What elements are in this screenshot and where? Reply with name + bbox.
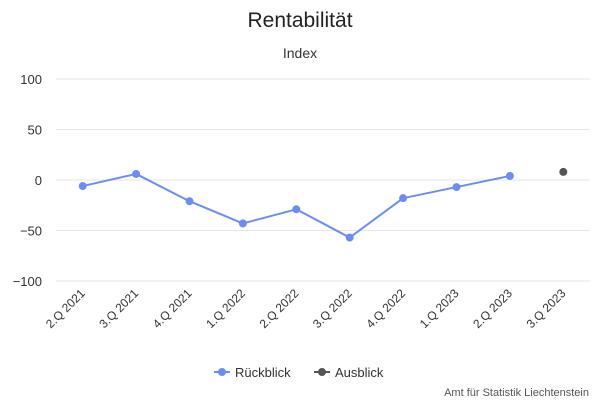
x-tick-label: 3.Q 2023: [524, 286, 569, 331]
x-tick-label: 3.Q 2021: [96, 286, 141, 331]
data-point[interactable]: [345, 233, 354, 242]
series-layer: [78, 167, 568, 242]
series-1: [559, 167, 568, 176]
x-tick-label: 2.Q 2021: [43, 286, 88, 331]
chart-subtitle: Index: [283, 45, 317, 61]
y-tick-label: −50: [20, 224, 42, 239]
chart-title: Rentabilität: [247, 9, 352, 32]
x-tick-label: 1.Q 2022: [203, 286, 248, 331]
x-axis-ticks: 2.Q 2021 3.Q 2021 4.Q 2021 1.Q 2022 2.Q 2022…: [43, 286, 569, 331]
legend-label: Rückblick: [235, 365, 291, 380]
y-axis-ticks: 100 50 0 −50 −100: [13, 72, 42, 289]
data-point[interactable]: [399, 194, 408, 203]
x-tick-label: 2.Q 2023: [470, 286, 515, 331]
data-point[interactable]: [238, 219, 247, 228]
y-tick-label: 100: [20, 72, 42, 87]
gridlines: [56, 78, 590, 282]
data-point[interactable]: [78, 182, 87, 191]
legend: Rückblick Ausblick: [214, 365, 384, 380]
y-tick-label: −100: [13, 274, 42, 289]
y-tick-label: 0: [35, 173, 42, 188]
x-tick-label: 4.Q 2021: [150, 286, 195, 331]
x-tick-label: 3.Q 2022: [310, 286, 355, 331]
data-point[interactable]: [452, 183, 461, 192]
data-point[interactable]: [292, 205, 301, 214]
legend-item-0[interactable]: Rückblick: [214, 365, 291, 380]
y-tick-label: 50: [28, 123, 42, 138]
legend-item-1[interactable]: Ausblick: [314, 365, 384, 380]
x-tick-label: 4.Q 2022: [363, 286, 408, 331]
data-point[interactable]: [185, 197, 194, 206]
data-point[interactable]: [505, 171, 514, 180]
x-tick-label: 1.Q 2023: [417, 286, 462, 331]
chart-credit[interactable]: Amt für Statistik Liechtenstein: [444, 387, 589, 399]
data-point[interactable]: [132, 169, 141, 178]
x-tick-label: 2.Q 2022: [257, 286, 302, 331]
legend-marker-swatch: [218, 368, 226, 376]
data-point[interactable]: [559, 167, 568, 176]
series-0: [78, 169, 514, 242]
legend-label: Ausblick: [335, 365, 384, 380]
legend-marker-swatch: [318, 368, 326, 376]
